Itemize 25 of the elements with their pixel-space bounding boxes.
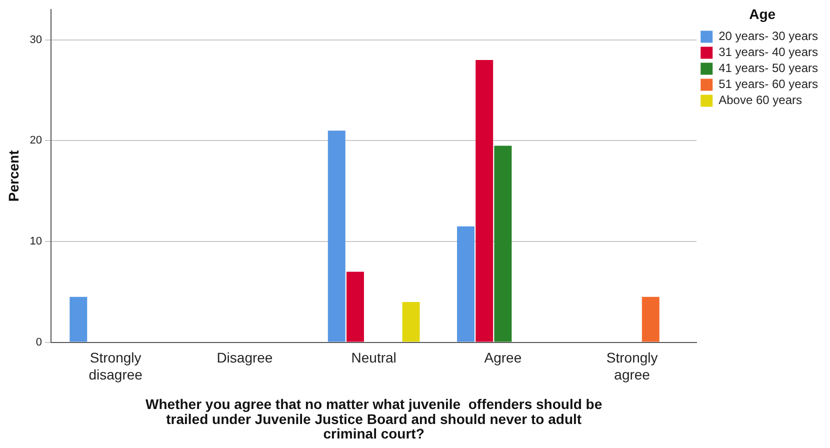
bar	[457, 226, 474, 342]
y-tick-label: 30	[30, 34, 42, 46]
bar	[642, 296, 660, 342]
y-axis-title: Percent	[5, 150, 22, 202]
legend-label: Above 60 years	[718, 93, 802, 108]
x-tick-label: Agree	[484, 350, 522, 366]
x-tick-label: Disagree	[216, 350, 273, 366]
x-tick-label: Neutral	[351, 350, 396, 366]
legend-label: 31 years- 40 years	[718, 45, 818, 60]
bar	[402, 302, 420, 342]
bar	[494, 146, 512, 342]
legend-label: 20 years- 30 years	[718, 29, 818, 44]
bar	[70, 296, 88, 342]
x-axis-title: Whether you agree that no matter what juvenile offenders should be trailed under Juvenile Justice Board and should never to adult criminal court?	[146, 396, 602, 442]
x-tick-label: Strongly agree	[606, 350, 658, 382]
y-tick-label: 10	[30, 236, 42, 248]
y-tick-label: 0	[36, 336, 42, 348]
legend-label: 51 years- 60 years	[718, 77, 818, 92]
legend-label: 41 years- 50 years	[718, 61, 818, 76]
y-tick-label: 20	[30, 134, 42, 147]
legend-title: Age	[749, 6, 776, 22]
bar	[346, 272, 364, 342]
x-tick-label: Strongly disagree	[88, 350, 143, 382]
bar	[328, 130, 346, 342]
bar	[476, 60, 494, 342]
